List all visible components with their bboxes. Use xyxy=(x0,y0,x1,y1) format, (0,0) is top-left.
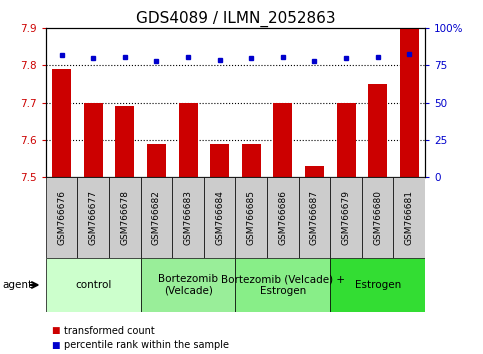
Bar xyxy=(267,177,298,258)
Text: GSM766678: GSM766678 xyxy=(120,190,129,245)
Bar xyxy=(368,84,387,177)
Title: GDS4089 / ILMN_2052863: GDS4089 / ILMN_2052863 xyxy=(136,11,335,27)
Bar xyxy=(305,166,324,177)
Text: control: control xyxy=(75,280,112,290)
Text: GSM766679: GSM766679 xyxy=(341,190,351,245)
Text: GSM766684: GSM766684 xyxy=(215,190,224,245)
Bar xyxy=(109,177,141,258)
Text: GSM766686: GSM766686 xyxy=(278,190,287,245)
Bar xyxy=(141,177,172,258)
Bar xyxy=(172,177,204,258)
Text: GSM766685: GSM766685 xyxy=(247,190,256,245)
Bar xyxy=(84,103,103,177)
Bar xyxy=(52,69,71,177)
Bar xyxy=(46,258,141,312)
Bar xyxy=(400,28,419,177)
Bar xyxy=(204,177,236,258)
Text: agent: agent xyxy=(2,280,32,290)
Bar xyxy=(236,177,267,258)
Bar xyxy=(330,258,425,312)
Bar xyxy=(362,177,394,258)
Bar xyxy=(236,258,330,312)
Bar xyxy=(337,103,355,177)
Bar xyxy=(141,258,236,312)
Text: ■: ■ xyxy=(51,341,59,350)
Text: GSM766683: GSM766683 xyxy=(184,190,193,245)
Bar xyxy=(115,106,134,177)
Text: GSM766677: GSM766677 xyxy=(89,190,98,245)
Bar xyxy=(179,103,198,177)
Bar xyxy=(242,143,261,177)
Text: GSM766680: GSM766680 xyxy=(373,190,382,245)
Text: ■: ■ xyxy=(51,326,59,336)
Bar xyxy=(147,143,166,177)
Text: transformed count: transformed count xyxy=(64,326,155,336)
Bar xyxy=(330,177,362,258)
Text: GSM766682: GSM766682 xyxy=(152,190,161,245)
Bar xyxy=(298,177,330,258)
Bar xyxy=(273,103,292,177)
Text: percentile rank within the sample: percentile rank within the sample xyxy=(64,340,229,350)
Text: GSM766676: GSM766676 xyxy=(57,190,66,245)
Bar xyxy=(210,143,229,177)
Bar xyxy=(77,177,109,258)
Text: GSM766681: GSM766681 xyxy=(405,190,414,245)
Text: Bortezomib (Velcade) +
Estrogen: Bortezomib (Velcade) + Estrogen xyxy=(221,274,345,296)
Bar xyxy=(394,177,425,258)
Text: GSM766687: GSM766687 xyxy=(310,190,319,245)
Text: Bortezomib
(Velcade): Bortezomib (Velcade) xyxy=(158,274,218,296)
Text: Estrogen: Estrogen xyxy=(355,280,401,290)
Bar xyxy=(46,177,77,258)
